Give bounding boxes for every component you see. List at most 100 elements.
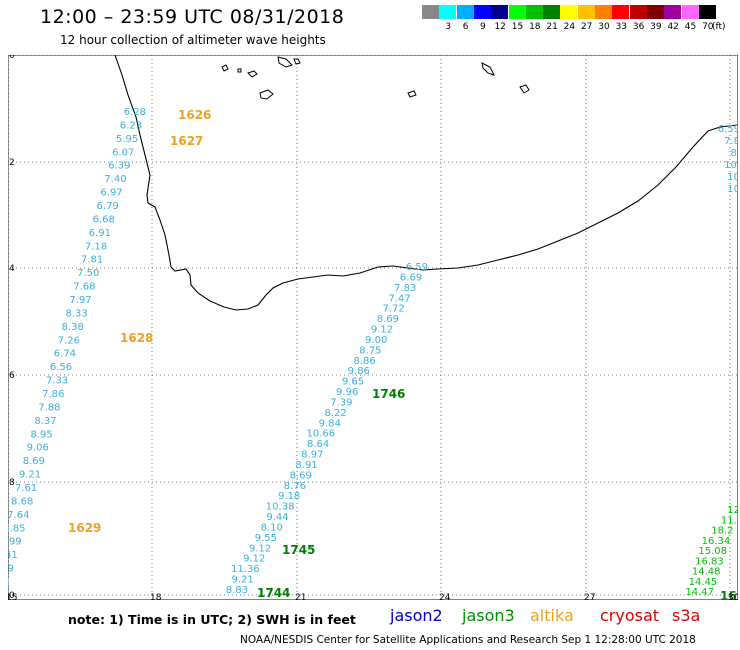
swh-value: 16.34 [702,536,731,547]
satellite-legend-item: cryosat [600,606,660,625]
axis-labels: 15 18 21 24 27 30 -30 -32 -34 -36 -38 -40 [8,55,738,600]
map-title: 12:00 – 23:59 UTC 08/31/2018 [40,6,345,28]
swh-value: 15.08 [698,546,727,557]
footer-note: note: 1) Time is in UTC; 2) SWH is in fe… [68,612,356,627]
pass-number-label: 1627 [170,134,203,148]
pass-number-label: 162 [720,589,738,600]
swh-value: 9.44 [266,512,288,523]
scale-swatch [595,5,612,19]
scale-swatch [612,5,630,19]
satellite-legend-item: jason2 [390,606,443,625]
swh-value: 7.61 [15,483,37,494]
swh-value: 6.68 [93,214,115,225]
swh-value: 7.39 [330,397,352,408]
scale-label: 21 [546,22,558,32]
scale-swatch [664,5,682,19]
lat-label: -34 [8,264,15,274]
swh-value: 6.85 [8,523,26,534]
swh-value: 9.96 [336,387,358,398]
swh-value: 8.95 [30,429,52,440]
swh-value: 7.83 [394,283,416,294]
swh-value: 6.99 [8,537,22,548]
swh-value: 8.97 [301,450,323,461]
lat-label: -30 [8,55,15,61]
scale-swatch [560,5,578,19]
lat-lon-grid [8,55,738,600]
pass-number-label: 1746 [372,387,405,401]
scale-swatch [491,5,509,19]
swh-value: 7.26 [58,335,80,346]
swh-value: 6.91 [89,228,111,239]
swh-value: 6.59 [406,262,428,273]
swh-value: 8.38 [62,322,84,333]
scale-label: 6 [462,22,469,32]
swh-value: 10.38 [266,502,295,513]
swh-value: 7.41 [8,550,18,561]
scale-swatch [525,5,543,19]
swh-value: 11. [721,515,737,526]
swh-value: 7.81 [81,255,103,266]
lon-label: 24 [439,593,451,600]
swh-value: 6.99 [8,564,14,575]
swh-value: 8.37 [34,416,56,427]
swh-value: 8.69 [290,470,312,481]
swh-value: 9.21 [19,470,41,481]
scale-swatch [422,5,439,19]
swh-value: 7.97 [69,295,91,306]
scale-label: 36 [632,22,645,32]
lon-label: 18 [150,593,162,600]
scale-label: 27 [580,22,593,32]
swh-value: 6.69 [400,272,422,283]
scale-label: 70 [702,22,714,32]
swh-value: 12 [727,505,738,516]
swh-value: 7.40 [104,174,126,185]
swh-value: 5.95 [116,134,138,145]
map-subtitle: 12 hour collection of altimeter wave hei… [60,33,326,47]
swh-value: 8.91 [295,460,317,471]
swh-value: 7.50 [77,268,99,279]
swh-value: 8.68 [11,496,33,507]
scale-label: 3 [445,22,452,32]
swh-value: 6.97 [100,188,122,199]
lat-label: -38 [8,478,15,488]
swh-value: 6.74 [54,349,76,360]
pass-number-label: 1744 [257,586,290,600]
scale-swatch [508,5,526,19]
scale-swatch [456,5,474,19]
swh-value: 8.22 [324,408,346,419]
swh-value: 10 [727,172,738,183]
pass-number-label: 1628 [120,331,153,345]
lat-label: -36 [8,371,15,381]
swh-value: 8.69 [23,456,45,467]
scale-label: 33 [615,22,628,32]
swh-value: 9.12 [249,543,271,554]
scale-swatch [577,5,595,19]
coastline-south-africa [114,55,738,311]
swh-value: 8.69 [377,314,399,325]
swh-value: 6.79 [97,201,119,212]
swh-value: 8.75 [359,345,381,356]
swh-value: 18.2 [711,526,733,537]
swh-value: 7.47 [388,293,410,304]
swh-value: 6.28 [124,107,146,118]
scale-swatch [439,5,457,19]
swh-value: 9.00 [365,335,387,346]
swh-value: 9.65 [342,377,364,388]
swh-value: 6.23 [120,120,142,131]
swh-value: 6.56 [50,362,72,373]
swh-value: 8.86 [353,356,375,367]
satellite-legend-item: s3a [672,606,701,625]
pass-number-label: 1626 [178,108,211,122]
scale-swatch [629,5,647,19]
swh-value: 16.83 [695,556,724,567]
swh-value: 14.48 [692,567,721,578]
lon-label: 21 [295,593,306,600]
swh-value: 7.18 [85,241,107,252]
altimeter-tracks: 6.28 6.23 5.95 6.07 6.39 7.40 6.97 6.79 6.68 6.91… [8,107,738,598]
swh-value: 8.64 [307,439,329,450]
scale-swatch [473,5,491,19]
swh-value: 7.34 [8,577,10,588]
swh-value: 8.33 [65,308,87,319]
scale-label: 45 [684,22,697,32]
swh-value: 6.59 [718,124,738,135]
